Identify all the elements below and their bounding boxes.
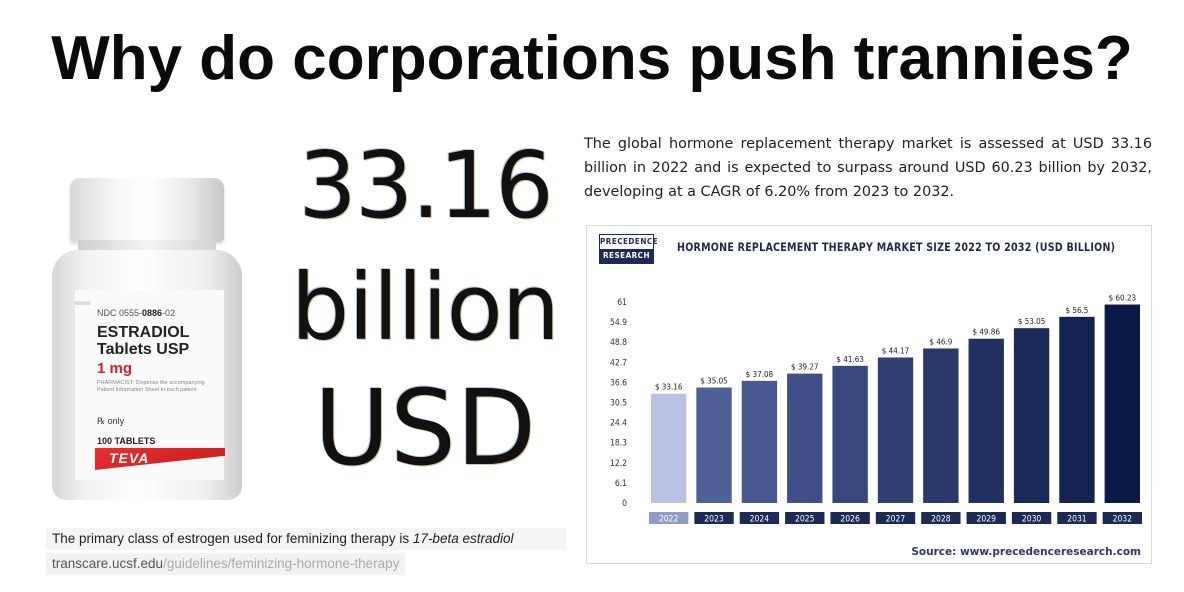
bar — [832, 365, 868, 503]
dose: 1 mg — [97, 360, 133, 377]
x-tick-label: 2032 — [1113, 515, 1133, 525]
precedence-research-logo: PRECEDENCE RESEARCH — [599, 234, 658, 264]
market-description: The global hormone replacement therapy m… — [584, 136, 1152, 200]
bar-data-label: $ 60.23 — [1109, 294, 1136, 303]
bar — [968, 338, 1004, 503]
x-tick-label: 2030 — [1022, 515, 1042, 525]
ndc-number: NDC 0555-0886-02 — [97, 308, 176, 318]
estradiol-bottle-image: |||||||||||||||||||||||||||||||||||| NDC… — [52, 178, 242, 500]
y-tick-label: 30.5 — [610, 399, 627, 409]
y-tick-label: 36.6 — [610, 378, 627, 388]
y-tick-label: 48.8 — [610, 338, 627, 348]
rx-only: ℞ only — [97, 416, 125, 426]
bar — [1104, 304, 1141, 503]
drug-name: ESTRADIOL Tablets USP — [97, 324, 190, 358]
y-tick-label: 12.2 — [610, 459, 627, 469]
x-tick-label-box — [648, 512, 689, 524]
y-tick-label: 6.1 — [615, 479, 627, 489]
tablet-count: 100 TABLETS — [97, 436, 156, 446]
bar — [787, 373, 823, 503]
x-tick-label: 2031 — [1067, 515, 1087, 525]
x-tick-label: 2023 — [704, 515, 724, 525]
x-tick-label: 2024 — [750, 515, 770, 525]
x-tick-label: 2026 — [840, 515, 860, 525]
estradiol-caption: The primary class of estrogen used for f… — [46, 528, 566, 550]
bar — [650, 393, 687, 503]
x-tick-label-box — [694, 512, 734, 524]
y-tick-label: 54.9 — [610, 318, 627, 328]
x-tick-label-box — [966, 512, 1006, 524]
x-tick-label-box — [739, 512, 780, 524]
bar-data-label: $ 39.27 — [791, 363, 818, 372]
bar-data-label: $ 56.5 — [1066, 306, 1089, 315]
bar-data-label: $ 41.63 — [836, 355, 863, 364]
x-tick-label-box — [1057, 512, 1097, 524]
headline: Why do corporations push trannies? — [51, 24, 1133, 93]
bar-data-label: $ 49.86 — [972, 328, 1000, 337]
bottle-label: |||||||||||||||||||||||||||||||||||| NDC… — [74, 290, 225, 480]
y-tick-label: 24.4 — [610, 419, 627, 429]
bar — [923, 348, 959, 503]
x-tick-label-box — [921, 512, 961, 524]
x-tick-label-box — [1102, 512, 1143, 524]
big-figure-unit: billion — [290, 254, 560, 361]
x-tick-label-box — [875, 512, 916, 524]
chart-title: HORMONE REPLACEMENT THERAPY MARKET SIZE … — [677, 240, 1116, 254]
bar — [741, 380, 778, 503]
y-tick-label: 42.7 — [610, 358, 627, 368]
pharmacist-note: PHARMACIST: Dispense the accompanying Pa… — [97, 380, 205, 393]
bar-data-label: $ 44.17 — [882, 346, 909, 355]
bar — [877, 357, 914, 503]
y-tick-label: 18.3 — [610, 439, 627, 449]
x-tick-label-box — [830, 512, 870, 524]
teva-logo: TEVA — [95, 448, 225, 470]
source-link[interactable]: transcare.ucsf.edu/guidelines/feminizing… — [46, 553, 406, 575]
x-tick-label: 2022 — [659, 515, 679, 525]
bar-data-label: $ 33.16 — [655, 383, 683, 392]
bar-data-label: $ 35.05 — [700, 377, 727, 386]
label-side-text: |||||||||||||||||||||||||||||||||||| — [75, 300, 91, 305]
bar-data-label: $ 46.9 — [929, 337, 952, 346]
chart-source: Source: www.precedenceresearch.com — [911, 546, 1141, 558]
bar — [1013, 328, 1050, 503]
market-chart-card: PRECEDENCE RESEARCH HORMONE REPLACEMENT … — [586, 225, 1152, 564]
bar-chart: 0 6.1 12.2 18.3 24.4 30.5 36.6 42.7 48.8 54.9 61 $ … — [610, 294, 1143, 525]
bar — [696, 387, 732, 503]
x-tick-label: 2029 — [976, 515, 996, 525]
y-tick-label: 0 — [622, 499, 627, 509]
x-tick-label: 2028 — [931, 515, 951, 525]
bar — [1059, 316, 1095, 503]
x-tick-label: 2025 — [795, 515, 815, 525]
big-figure-number: 33.16 — [298, 132, 553, 239]
bar-data-label: $ 37.08 — [746, 370, 774, 379]
big-figure-currency: USD — [313, 367, 537, 489]
x-tick-label: 2027 — [886, 515, 906, 525]
y-tick-label: 61 — [617, 298, 627, 308]
x-tick-label-box — [785, 512, 825, 524]
x-tick-label-box — [1011, 512, 1052, 524]
bottle-cap — [70, 178, 224, 242]
bar-data-label: $ 53.05 — [1018, 317, 1045, 326]
